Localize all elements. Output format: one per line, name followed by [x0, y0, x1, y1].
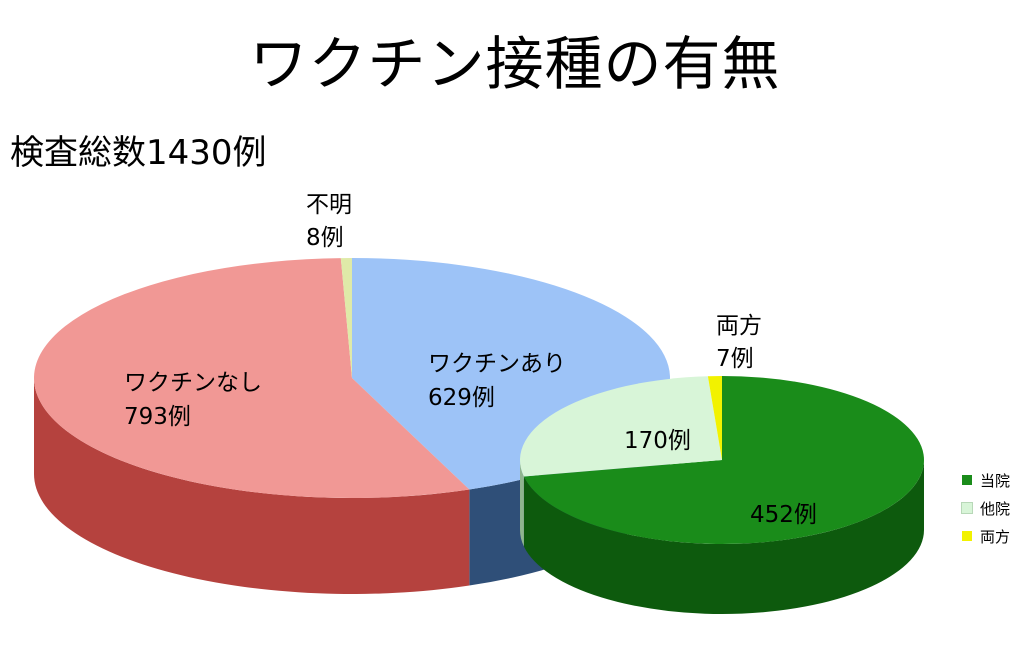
slice-label-both: 両方	[716, 313, 762, 339]
slice-value-unknown: 8例	[306, 225, 344, 251]
legend-swatch	[962, 475, 972, 485]
pie1-side-1	[34, 378, 470, 594]
slice-value-unvaccinated: 793例	[124, 404, 191, 430]
vaccinated-breakdown-pie	[520, 376, 924, 614]
slice-value-this-hospital: 452例	[750, 502, 817, 528]
legend: 当院 他院 両方	[961, 466, 1011, 550]
legend-label: 当院	[980, 471, 1011, 490]
chart-subtitle: 検査総数1430例	[10, 133, 267, 173]
pie2-side-0	[523, 460, 924, 614]
slice-label-unvaccinated: ワクチンなし	[124, 370, 262, 396]
legend-item-both: 両方	[962, 522, 1010, 550]
slice-label-vaccinated: ワクチンあり	[428, 351, 566, 377]
slice-value-vaccinated: 629例	[428, 385, 495, 411]
legend-item-other-hospital: 他院	[961, 494, 1011, 522]
chart-title: ワクチン接種の有無	[249, 30, 781, 98]
pie2-slice-1	[520, 376, 722, 477]
pie2-side-1	[520, 460, 524, 547]
legend-swatch	[961, 502, 973, 514]
slice-label-unknown: 不明	[306, 192, 352, 218]
pie2-slice-2	[707, 376, 722, 460]
legend-label: 他院	[980, 499, 1011, 518]
legend-swatch	[962, 531, 972, 541]
pie1-slice-1	[33, 258, 470, 498]
legend-item-this-hospital: 当院	[962, 466, 1010, 494]
legend-label: 両方	[980, 527, 1011, 546]
slice-value-other-hospital: 170例	[624, 428, 691, 454]
pie1-slice-2	[340, 258, 352, 378]
slice-value-both: 7例	[716, 346, 754, 372]
slice-labels: ワクチンあり 629例 ワクチンなし 793例 不明 8例 452例 170例 …	[124, 192, 817, 528]
pie2-slice-0	[523, 376, 924, 544]
